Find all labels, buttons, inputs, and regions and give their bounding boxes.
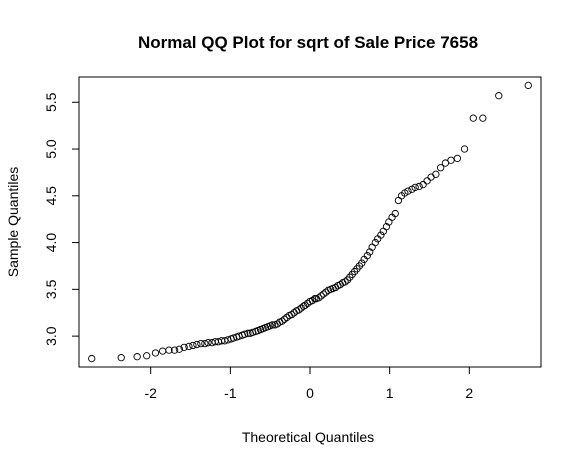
data-point	[341, 278, 349, 286]
y-tick-label: 3.5	[43, 279, 59, 299]
y-tick-label: 3.0	[43, 326, 59, 346]
x-tick-label: -2	[144, 385, 157, 401]
data-point	[280, 315, 289, 323]
data-point	[479, 114, 487, 122]
x-tick-label: 2	[465, 385, 473, 401]
data-point	[423, 177, 431, 185]
data-point	[88, 354, 96, 363]
data-point	[363, 252, 372, 260]
data-point	[460, 145, 469, 153]
data-point	[244, 329, 252, 337]
data-point	[197, 339, 205, 348]
data-point	[241, 330, 249, 338]
data-point	[427, 173, 435, 181]
data-point	[436, 164, 445, 172]
y-axis: 3.0 3.5 4.0 4.5 5.0 5.5	[43, 92, 79, 346]
data-point	[404, 187, 412, 195]
y-tick-label: 5.5	[43, 92, 59, 112]
data-point	[394, 196, 403, 205]
y-tick-label: 5.0	[43, 139, 59, 159]
data-point	[175, 345, 184, 353]
y-axis-label: Sample Quantiles	[5, 167, 21, 278]
data-point	[432, 170, 440, 178]
data-point	[170, 346, 179, 354]
data-point	[391, 209, 399, 218]
data-point	[315, 294, 323, 302]
data-point	[288, 310, 296, 319]
x-tick-label: 1	[386, 385, 394, 401]
x-tick-label: 0	[306, 385, 314, 401]
data-point	[143, 352, 151, 360]
data-point	[469, 114, 477, 122]
data-point	[447, 156, 455, 164]
y-tick-label: 4.0	[43, 233, 59, 253]
x-axis: -2 -1 0 1 2	[144, 367, 473, 401]
data-point	[268, 321, 277, 329]
data-point	[453, 154, 462, 163]
data-point	[319, 290, 328, 298]
data-point	[301, 301, 309, 309]
x-tick-label: -1	[224, 385, 237, 401]
data-point	[180, 343, 188, 352]
data-point	[358, 259, 366, 267]
data-point	[185, 342, 193, 351]
y-tick-label: 4.5	[43, 186, 59, 206]
data-point	[411, 183, 419, 192]
data-point	[158, 347, 167, 355]
x-axis-label: Theoretical Quantiles	[242, 429, 374, 445]
data-point	[377, 231, 385, 239]
data-point	[278, 317, 286, 325]
data-point	[382, 223, 391, 231]
data-point	[366, 248, 374, 256]
data-point	[371, 238, 379, 247]
data-point	[317, 292, 325, 300]
data-point	[524, 81, 532, 90]
data-point	[151, 349, 160, 357]
data-point	[308, 296, 317, 305]
data-point	[221, 337, 229, 345]
data-point	[165, 346, 173, 354]
data-point	[133, 353, 141, 361]
data-points	[88, 81, 532, 363]
data-point	[204, 339, 212, 347]
data-point	[419, 180, 427, 189]
data-point	[201, 339, 209, 348]
data-point	[441, 159, 450, 167]
data-point	[189, 341, 197, 350]
data-point	[295, 306, 303, 314]
chart-title: Normal QQ Plot for sqrt of Sale Price 76…	[138, 33, 478, 52]
data-point	[415, 182, 423, 191]
data-point	[193, 340, 201, 349]
data-point	[117, 353, 125, 362]
data-point	[495, 92, 503, 100]
